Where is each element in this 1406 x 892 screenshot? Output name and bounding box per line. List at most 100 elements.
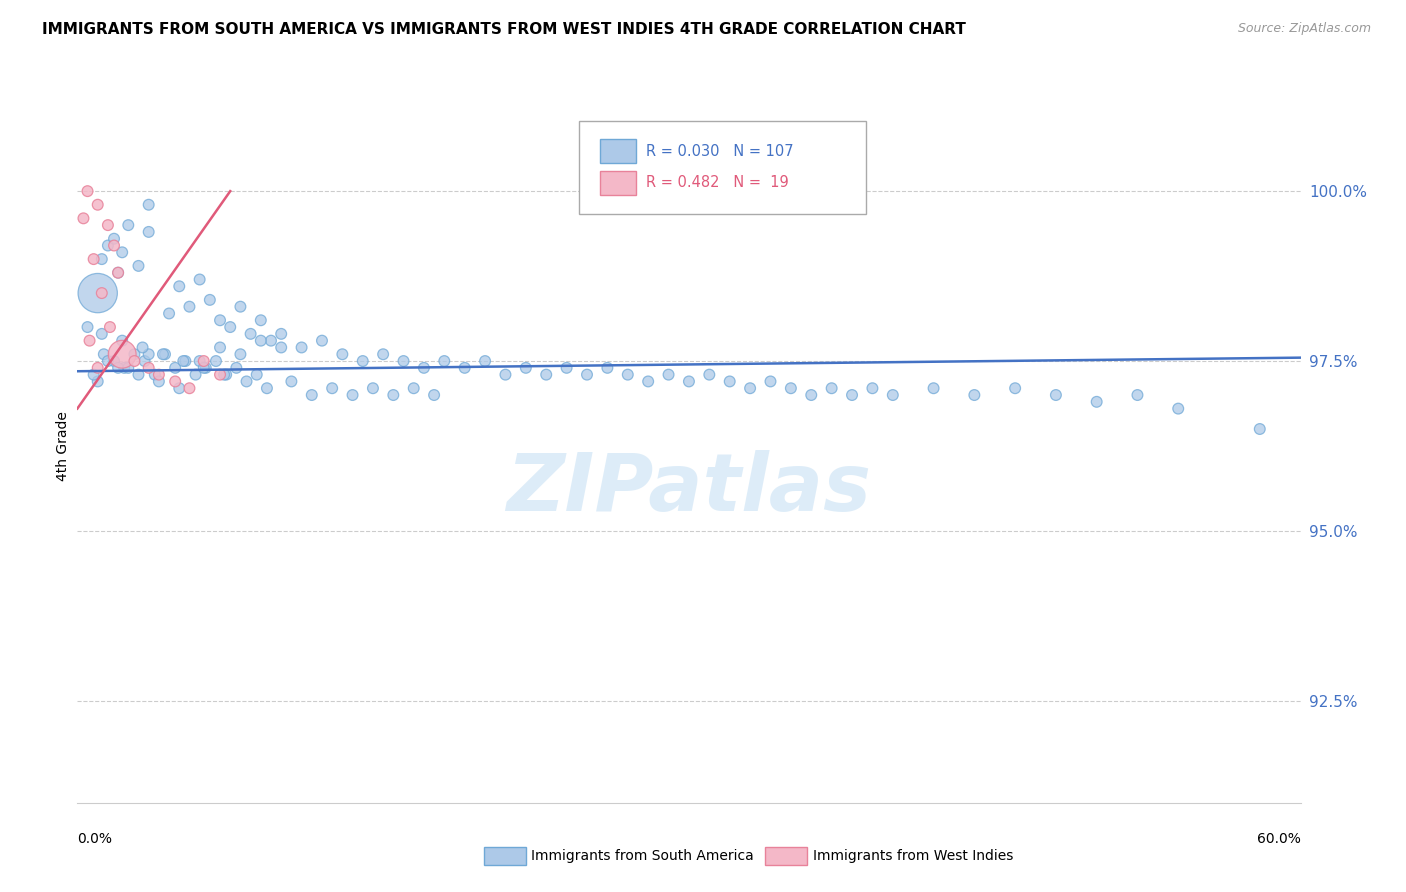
Point: [1126, 388, 1149, 402]
Point: [124, 347, 146, 361]
Point: [93, 347, 115, 361]
Point: [111, 334, 134, 348]
Point: [117, 360, 139, 375]
Point: [270, 341, 292, 355]
Point: [678, 375, 700, 389]
Point: [184, 368, 207, 382]
Point: [219, 320, 242, 334]
Point: [423, 388, 446, 402]
Point: [534, 368, 557, 382]
Point: [127, 368, 149, 382]
Point: [382, 388, 405, 402]
Text: Source: ZipAtlas.com: Source: ZipAtlas.com: [1237, 22, 1371, 36]
Point: [90, 286, 112, 301]
Point: [474, 354, 496, 368]
Point: [143, 368, 166, 382]
Point: [169, 381, 191, 395]
Point: [637, 375, 659, 389]
Point: [250, 334, 273, 348]
Point: [1249, 422, 1271, 436]
Point: [117, 218, 139, 232]
Point: [98, 320, 121, 334]
Point: [402, 381, 425, 395]
Point: [76, 320, 98, 334]
Point: [97, 218, 120, 232]
Point: [205, 354, 228, 368]
Point: [172, 354, 194, 368]
Point: [413, 360, 436, 375]
Text: R = 0.030   N = 107: R = 0.030 N = 107: [647, 144, 794, 159]
Point: [352, 354, 374, 368]
Point: [256, 381, 278, 395]
Point: [596, 360, 619, 375]
Point: [963, 388, 986, 402]
Text: ZIPatlas: ZIPatlas: [506, 450, 872, 528]
Point: [235, 375, 257, 389]
Point: [148, 368, 170, 382]
Point: [134, 354, 156, 368]
Point: [87, 198, 110, 212]
Point: [157, 306, 180, 320]
Point: [321, 381, 343, 395]
Point: [83, 252, 105, 266]
Point: [103, 238, 125, 252]
Point: [79, 334, 101, 348]
Point: [1045, 388, 1067, 402]
Point: [169, 279, 191, 293]
Point: [433, 354, 456, 368]
Point: [1004, 381, 1026, 395]
Point: [194, 360, 217, 375]
Point: [229, 347, 252, 361]
Point: [392, 354, 415, 368]
Point: [103, 232, 125, 246]
Point: [280, 375, 302, 389]
Point: [658, 368, 681, 382]
Point: [179, 300, 201, 314]
Point: [152, 347, 174, 361]
Point: [107, 266, 129, 280]
Point: [260, 334, 283, 348]
Point: [495, 368, 517, 382]
Point: [148, 375, 170, 389]
Point: [1085, 394, 1108, 409]
Point: [193, 360, 215, 375]
Point: [103, 354, 125, 368]
Point: [555, 360, 578, 375]
Point: [342, 388, 364, 402]
Text: 60.0%: 60.0%: [1257, 832, 1301, 846]
FancyBboxPatch shape: [599, 170, 637, 194]
Point: [862, 381, 884, 395]
Point: [699, 368, 721, 382]
Point: [138, 360, 160, 375]
Point: [97, 354, 120, 368]
Point: [111, 245, 134, 260]
Point: [138, 347, 160, 361]
Point: [174, 354, 197, 368]
Point: [72, 211, 94, 226]
Point: [193, 354, 215, 368]
Y-axis label: 4th Grade: 4th Grade: [56, 411, 70, 481]
Point: [250, 313, 273, 327]
Point: [821, 381, 844, 395]
Point: [246, 368, 269, 382]
Point: [179, 381, 201, 395]
Point: [127, 259, 149, 273]
Point: [188, 354, 211, 368]
Point: [212, 368, 235, 382]
Point: [759, 375, 782, 389]
Point: [453, 360, 475, 375]
Point: [208, 341, 231, 355]
Point: [576, 368, 599, 382]
Point: [107, 266, 129, 280]
Point: [800, 388, 823, 402]
Point: [124, 354, 146, 368]
FancyBboxPatch shape: [599, 139, 637, 163]
Text: Immigrants from South America: Immigrants from South America: [531, 849, 754, 863]
Point: [215, 368, 238, 382]
Point: [107, 360, 129, 375]
Point: [76, 184, 98, 198]
Point: [131, 341, 153, 355]
Point: [332, 347, 354, 361]
Point: [153, 347, 176, 361]
Point: [87, 375, 110, 389]
